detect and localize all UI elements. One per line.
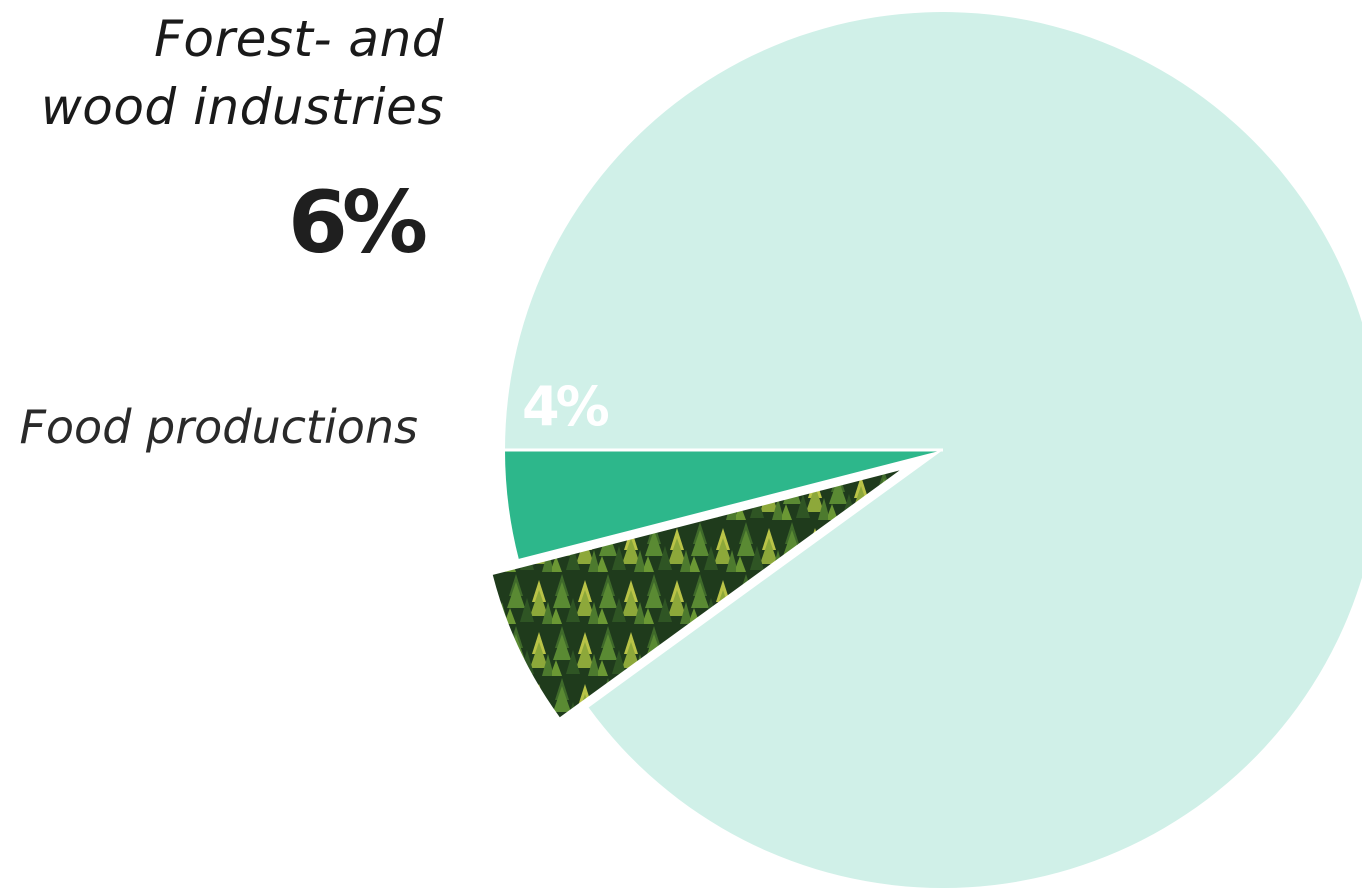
slice-rest bbox=[505, 12, 1362, 888]
food-label: Food productions bbox=[19, 400, 418, 454]
forest-percent: 6% bbox=[288, 173, 426, 273]
slice-food-productions bbox=[505, 450, 943, 559]
pie-slices bbox=[492, 12, 1362, 888]
forest-label-line-1: Forest- and bbox=[154, 10, 444, 68]
slice-forest-wood bbox=[492, 470, 900, 718]
food-percent: 4% bbox=[522, 375, 609, 438]
forest-label-line-2: wood industries bbox=[41, 78, 444, 136]
pie-labels: Forest- and wood industries 6% Food product… bbox=[19, 10, 612, 454]
